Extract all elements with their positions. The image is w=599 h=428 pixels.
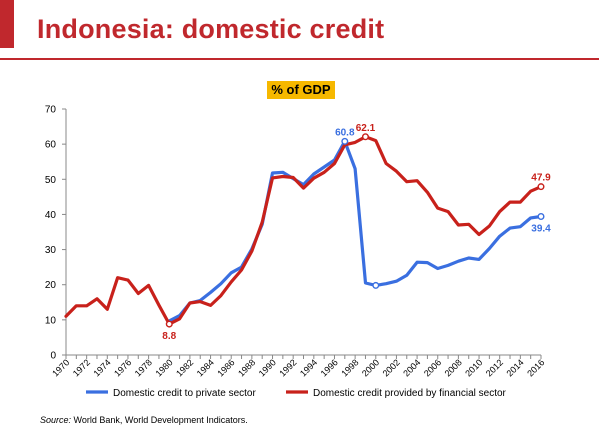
data-point-marker	[372, 281, 380, 289]
series-line-0	[167, 139, 543, 323]
x-tick-label: 2014	[505, 357, 526, 378]
x-tick-label: 1990	[257, 357, 278, 378]
x-tick-label: 2016	[525, 357, 546, 378]
x-tick-label: 2010	[463, 357, 484, 378]
header-accent-bar	[0, 0, 14, 48]
source-text: World Bank, World Development Indicators…	[71, 415, 248, 425]
x-tick-label: 1976	[112, 357, 133, 378]
data-point-marker	[361, 133, 369, 141]
x-tick-label: 1974	[91, 357, 112, 378]
data-point-marker	[341, 137, 349, 145]
data-label: 39.4	[531, 224, 551, 235]
data-label: 47.9	[531, 173, 551, 184]
y-tick-label: 0	[50, 351, 56, 362]
x-tick-label: 1980	[153, 357, 174, 378]
series-line-1	[64, 135, 543, 326]
x-tick-label: 1998	[339, 357, 360, 378]
x-tick-label: 1988	[236, 357, 257, 378]
x-tick-label: 2006	[422, 357, 443, 378]
x-tick-label: 1978	[133, 357, 154, 378]
y-tick-label: 60	[45, 140, 57, 151]
x-tick-label: 1986	[215, 357, 236, 378]
x-tick-label: 2008	[443, 357, 464, 378]
x-tick-label: 2000	[360, 357, 381, 378]
header-divider	[0, 58, 599, 60]
legend-label: Domestic credit provided by financial se…	[313, 388, 507, 399]
y-tick-label: 10	[45, 315, 57, 326]
y-tick-label: 70	[45, 105, 57, 116]
page-title: Indonesia: domestic credit	[37, 14, 385, 44]
y-tick-label: 30	[45, 245, 57, 256]
data-point-marker	[537, 213, 545, 221]
y-tick-label: 20	[45, 280, 57, 291]
source-note: Source: World Bank, World Development In…	[40, 415, 248, 425]
x-tick-label: 2004	[401, 357, 422, 378]
x-tick-label: 1984	[195, 357, 216, 378]
x-tick-label: 2002	[381, 357, 402, 378]
x-tick-label: 1992	[277, 357, 298, 378]
x-tick-label: 1982	[174, 357, 195, 378]
data-label: 62.1	[356, 123, 376, 134]
data-point-marker	[537, 183, 545, 191]
legend-label: Domestic credit to private sector	[113, 388, 256, 399]
x-tick-label: 1972	[71, 357, 92, 378]
data-label: 60.8	[335, 127, 355, 138]
y-tick-label: 50	[45, 175, 57, 186]
data-point-marker	[165, 320, 173, 328]
y-tick-label: 40	[45, 210, 57, 221]
x-tick-label: 2012	[484, 357, 505, 378]
chart-title: % of GDP	[267, 81, 335, 99]
x-tick-label: 1996	[319, 357, 340, 378]
source-label: Source:	[40, 415, 72, 425]
data-label: 8.8	[162, 331, 176, 342]
x-tick-label: 1994	[298, 357, 319, 378]
